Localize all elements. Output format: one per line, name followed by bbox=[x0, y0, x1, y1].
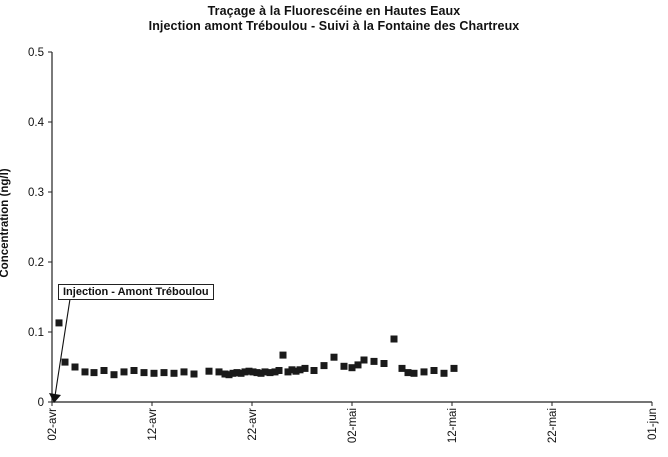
data-point bbox=[340, 362, 348, 370]
data-point bbox=[398, 364, 406, 372]
data-point bbox=[271, 368, 279, 376]
data-point bbox=[237, 369, 245, 377]
x-tick-label: 12-avr bbox=[147, 408, 159, 441]
axes bbox=[48, 51, 653, 406]
data-point bbox=[257, 369, 265, 377]
data-point bbox=[420, 368, 428, 376]
annotation-arrowhead bbox=[49, 393, 61, 403]
x-tick-label: 22-mai bbox=[547, 408, 559, 443]
data-point bbox=[55, 319, 63, 327]
x-tick-label: 22-avr bbox=[247, 408, 259, 441]
data-point bbox=[380, 360, 388, 367]
data-point bbox=[348, 364, 356, 372]
data-point bbox=[261, 368, 269, 376]
data-point bbox=[310, 367, 318, 374]
data-point bbox=[229, 369, 237, 377]
data-point bbox=[241, 368, 249, 376]
data-point bbox=[390, 335, 398, 343]
data-point bbox=[410, 369, 418, 377]
data-point bbox=[430, 367, 438, 374]
chart-title: Traçage à la Fluorescéine en Hautes Eaux bbox=[207, 4, 461, 18]
data-point bbox=[440, 369, 448, 377]
tick-labels: 0 0.1 0.2 0.3 0.4 0.5 02-avr 12-avr 22-avr 02-mai… bbox=[28, 47, 659, 443]
x-tick-label: 02-mai bbox=[347, 408, 359, 443]
y-tick-label: 0.3 bbox=[28, 187, 44, 199]
data-point bbox=[330, 353, 338, 361]
data-point bbox=[253, 369, 261, 377]
annotation-label: Injection - Amont Tréboulou bbox=[58, 284, 214, 300]
data-point bbox=[284, 368, 292, 376]
data-point bbox=[249, 368, 257, 376]
data-point bbox=[370, 357, 378, 365]
annotation-arrow bbox=[49, 298, 71, 403]
data-point bbox=[320, 362, 328, 370]
y-tick-label: 0 bbox=[38, 397, 44, 409]
data-point bbox=[450, 364, 458, 372]
data-point bbox=[100, 367, 108, 374]
annotation-line bbox=[54, 298, 71, 397]
data-point bbox=[275, 367, 283, 374]
data-point bbox=[205, 367, 213, 375]
data-point bbox=[71, 363, 79, 371]
data-point bbox=[61, 358, 69, 366]
data-point bbox=[190, 370, 198, 378]
data-points bbox=[55, 319, 458, 379]
x-tick-label: 02-avr bbox=[47, 408, 59, 441]
y-tick-label: 0.5 bbox=[28, 47, 44, 59]
data-point bbox=[120, 368, 128, 376]
y-tick-label: 0.4 bbox=[28, 117, 45, 129]
data-point bbox=[404, 369, 412, 377]
x-tick-label: 12-mai bbox=[447, 408, 459, 443]
y-tick-label: 0.2 bbox=[28, 257, 44, 269]
data-point bbox=[81, 368, 89, 376]
data-point bbox=[180, 368, 188, 376]
data-point bbox=[130, 367, 138, 374]
data-point bbox=[150, 369, 158, 377]
x-tick-label: 01-jun bbox=[647, 408, 659, 440]
chart-subtitle: Injection amont Tréboulou - Suivi à la F… bbox=[148, 19, 520, 33]
data-point bbox=[233, 369, 241, 377]
data-point bbox=[110, 371, 118, 379]
data-point bbox=[215, 368, 223, 376]
data-point bbox=[160, 369, 168, 377]
data-point bbox=[354, 361, 362, 369]
data-point bbox=[221, 370, 229, 378]
data-point bbox=[292, 367, 300, 375]
data-point bbox=[90, 369, 98, 377]
y-tick-label: 0.1 bbox=[28, 327, 44, 339]
data-point bbox=[296, 366, 304, 374]
data-point bbox=[288, 366, 296, 374]
data-point bbox=[266, 369, 274, 377]
data-point bbox=[301, 364, 309, 372]
data-point bbox=[140, 369, 148, 377]
data-point bbox=[245, 367, 253, 375]
data-point bbox=[225, 371, 233, 379]
data-point bbox=[170, 369, 178, 377]
data-point bbox=[360, 356, 368, 364]
data-point bbox=[279, 351, 287, 359]
